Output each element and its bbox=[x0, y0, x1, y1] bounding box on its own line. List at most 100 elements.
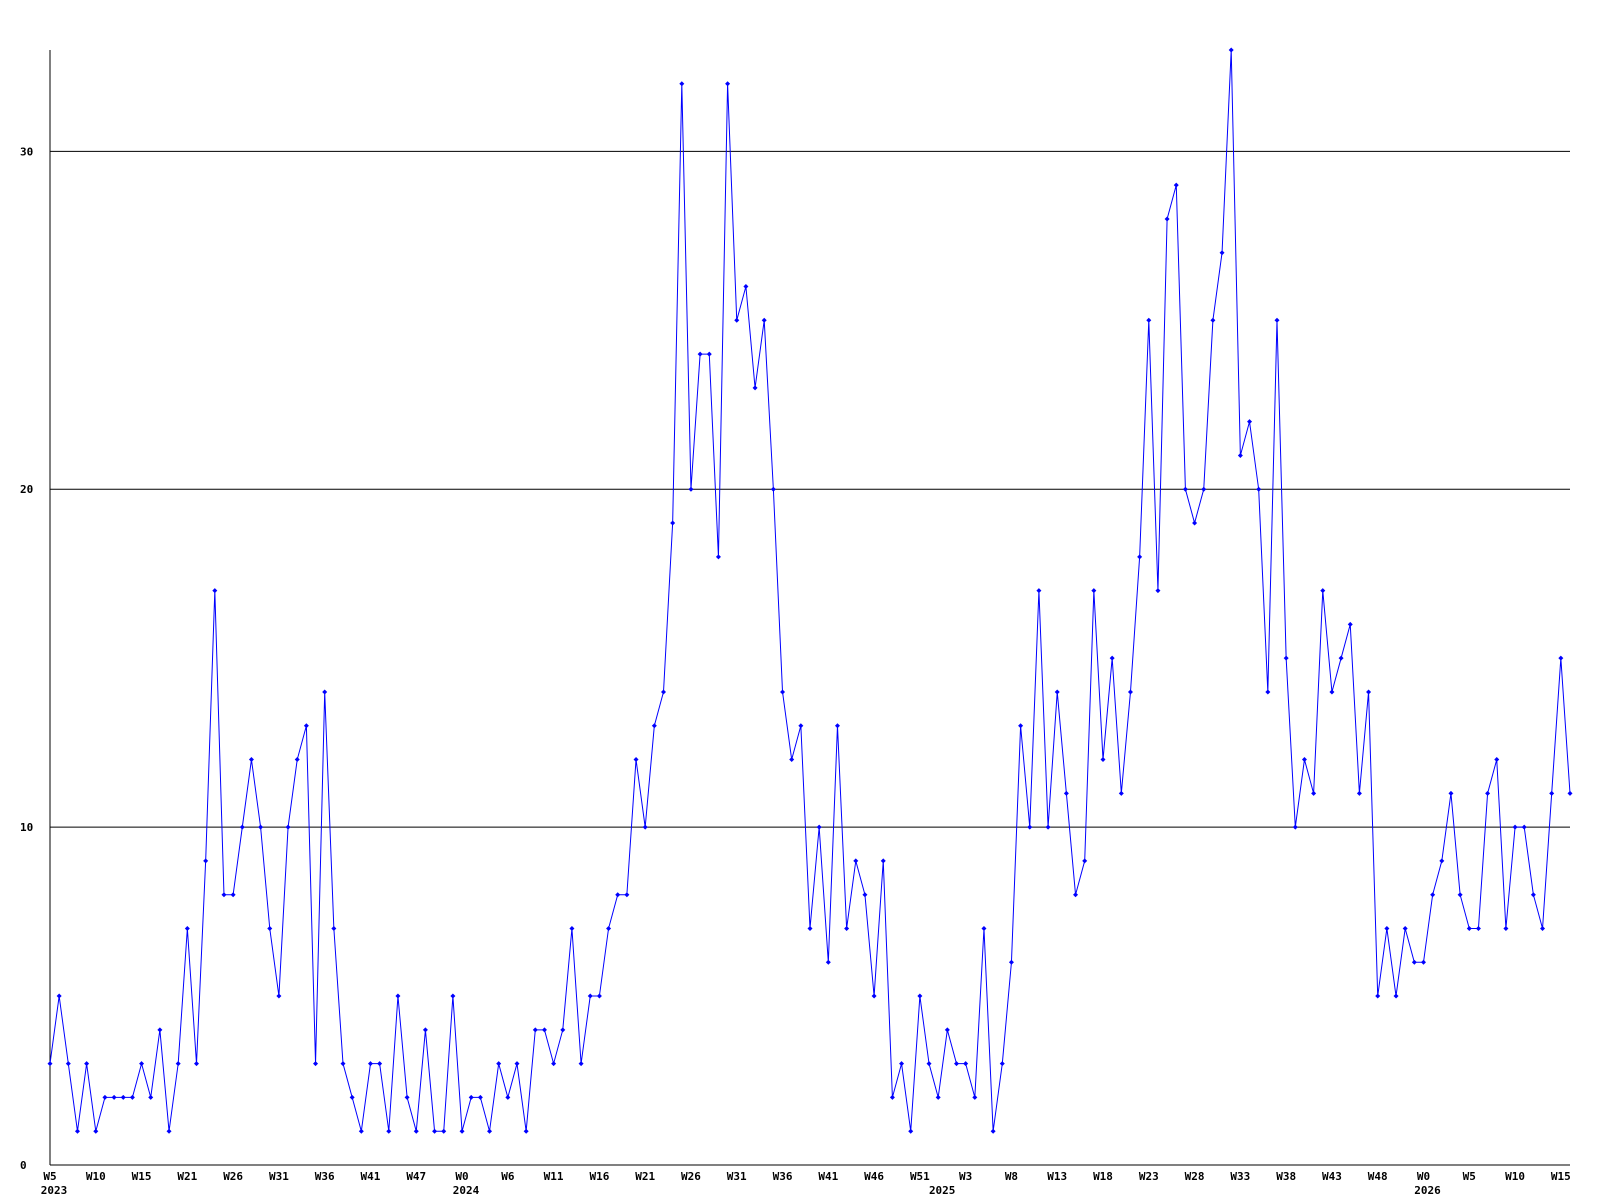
point bbox=[743, 284, 749, 290]
point bbox=[1036, 588, 1042, 594]
point bbox=[1320, 588, 1326, 594]
x-tick-label: W15 bbox=[1551, 1170, 1571, 1183]
point bbox=[111, 1094, 117, 1100]
point bbox=[1503, 925, 1509, 931]
x-tick-label: W26 bbox=[681, 1170, 701, 1183]
x-tick-label: W21 bbox=[635, 1170, 655, 1183]
point bbox=[660, 689, 666, 695]
point bbox=[1109, 655, 1115, 661]
point bbox=[230, 892, 236, 898]
point bbox=[734, 317, 740, 323]
x-tick-label: W10 bbox=[1505, 1170, 1525, 1183]
point bbox=[184, 925, 190, 931]
x-tick-label: W10 bbox=[86, 1170, 106, 1183]
point bbox=[596, 993, 602, 999]
point bbox=[349, 1094, 355, 1100]
point bbox=[523, 1128, 529, 1134]
point bbox=[1475, 925, 1481, 931]
point bbox=[157, 1027, 163, 1033]
series-line bbox=[49, 49, 1571, 1132]
point bbox=[935, 1094, 941, 1100]
point bbox=[248, 757, 254, 763]
point bbox=[999, 1061, 1005, 1067]
point bbox=[816, 824, 822, 830]
point bbox=[487, 1128, 493, 1134]
point bbox=[1540, 925, 1546, 931]
point bbox=[1137, 554, 1143, 560]
point bbox=[285, 824, 291, 830]
point bbox=[1027, 824, 1033, 830]
point bbox=[221, 892, 227, 898]
point bbox=[477, 1094, 483, 1100]
point bbox=[679, 81, 685, 87]
point bbox=[642, 824, 648, 830]
point bbox=[514, 1061, 520, 1067]
point bbox=[148, 1094, 154, 1100]
x-tick-label: W15 bbox=[132, 1170, 152, 1183]
point bbox=[166, 1128, 172, 1134]
point bbox=[798, 723, 804, 729]
point bbox=[1393, 993, 1399, 999]
x-tick-label: W18 bbox=[1093, 1170, 1113, 1183]
point bbox=[267, 925, 273, 931]
x-tick-label: W6 bbox=[501, 1170, 515, 1183]
point bbox=[65, 1061, 71, 1067]
point bbox=[615, 892, 621, 898]
point bbox=[1045, 824, 1051, 830]
point bbox=[1329, 689, 1335, 695]
point bbox=[1567, 790, 1573, 796]
point bbox=[1247, 419, 1253, 425]
x-tick-label: W33 bbox=[1230, 1170, 1250, 1183]
point bbox=[1384, 925, 1390, 931]
point bbox=[1311, 790, 1317, 796]
point bbox=[84, 1061, 90, 1067]
point bbox=[1356, 790, 1362, 796]
point bbox=[706, 351, 712, 357]
point bbox=[367, 1061, 373, 1067]
point bbox=[432, 1128, 438, 1134]
point bbox=[139, 1061, 145, 1067]
point bbox=[1420, 959, 1426, 965]
point bbox=[175, 1061, 181, 1067]
y-tick-label: 10 bbox=[20, 821, 33, 834]
point bbox=[1549, 790, 1555, 796]
point bbox=[761, 317, 767, 323]
point bbox=[212, 588, 218, 594]
point bbox=[871, 993, 877, 999]
point bbox=[1100, 757, 1106, 763]
y-tick-label: 0 bbox=[20, 1159, 27, 1172]
point bbox=[102, 1094, 108, 1100]
x-tick-label: W16 bbox=[589, 1170, 609, 1183]
point bbox=[194, 1061, 200, 1067]
x-tick-label: W48 bbox=[1368, 1170, 1388, 1183]
point bbox=[450, 993, 456, 999]
point bbox=[1494, 757, 1500, 763]
point bbox=[990, 1128, 996, 1134]
point bbox=[1091, 588, 1097, 594]
point bbox=[624, 892, 630, 898]
x-tick-label: W23 bbox=[1139, 1170, 1159, 1183]
point bbox=[1558, 655, 1564, 661]
point bbox=[1265, 689, 1271, 695]
point bbox=[294, 757, 300, 763]
x-tick-label: W26 bbox=[223, 1170, 243, 1183]
x-tick-label: W3 bbox=[959, 1170, 972, 1183]
point bbox=[422, 1027, 428, 1033]
point bbox=[651, 723, 657, 729]
point bbox=[1283, 655, 1289, 661]
point bbox=[313, 1061, 319, 1067]
point bbox=[1146, 317, 1152, 323]
point bbox=[715, 554, 721, 560]
point bbox=[560, 1027, 566, 1033]
point bbox=[496, 1061, 502, 1067]
point bbox=[670, 520, 676, 526]
point bbox=[1219, 250, 1225, 256]
x-tick-label: W51 bbox=[910, 1170, 930, 1183]
x-tick-label: W41 bbox=[818, 1170, 838, 1183]
point bbox=[1402, 925, 1408, 931]
point bbox=[1073, 892, 1079, 898]
point bbox=[551, 1061, 557, 1067]
point bbox=[954, 1061, 960, 1067]
x-tick-label: W5 bbox=[43, 1170, 56, 1183]
point bbox=[1082, 858, 1088, 864]
